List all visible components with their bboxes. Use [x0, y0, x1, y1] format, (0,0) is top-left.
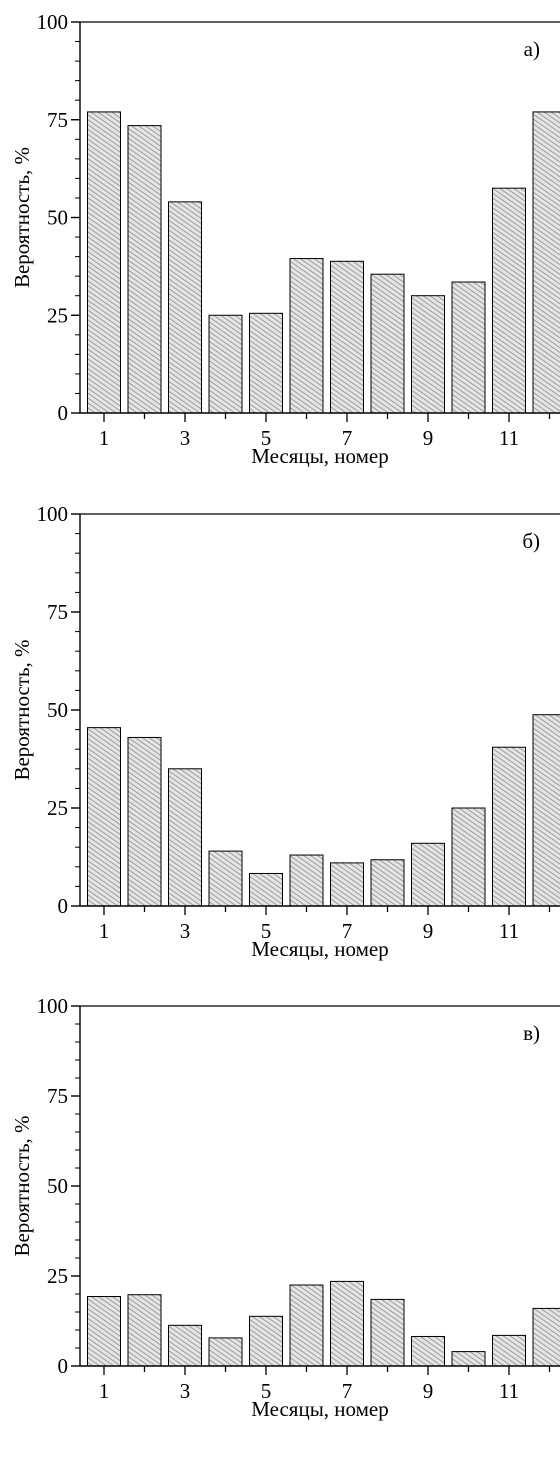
x-tick-label: 3 [180, 919, 191, 943]
bar-month-2 [127, 1294, 162, 1367]
bar-month-9 [411, 295, 445, 414]
y-axis-title: Вероятность, % [10, 147, 34, 288]
y-tick-label: 25 [47, 796, 68, 820]
bar-month-8 [370, 1298, 405, 1367]
y-tick-label: 50 [47, 698, 68, 722]
bar-month-8 [370, 273, 405, 414]
bar-month-5 [249, 872, 283, 907]
y-tick-label: 75 [47, 1084, 68, 1108]
chart-panel-b: 0 25 50 75 100 1 3 5 7 9 11 Месяцы, номер Вероятност… [0, 492, 560, 979]
y-axis-title: Вероятность, % [10, 639, 34, 780]
bar-month-11 [492, 1334, 526, 1367]
y-tick-label: 100 [37, 994, 69, 1018]
bar-month-7 [330, 260, 364, 414]
bar-month-9 [411, 842, 445, 907]
x-tick-label: 1 [99, 1379, 110, 1403]
x-axis-title: Месяцы, номер [251, 937, 389, 961]
x-tick-label: 11 [499, 1379, 519, 1403]
bar-month-3 [168, 201, 202, 414]
x-tick-label: 9 [423, 426, 434, 450]
x-tick-label: 5 [261, 1379, 272, 1403]
bar-month-5 [249, 1315, 283, 1367]
bar-month-2 [127, 736, 162, 907]
bar-month-12 [532, 111, 560, 414]
y-tick-label: 50 [47, 1174, 68, 1198]
bar-month-11 [492, 746, 526, 907]
chart-svg-a: 0 25 50 75 100 1 3 5 7 9 11 Месяцы, номер Вероятност… [10, 10, 560, 468]
bar-month-11 [492, 187, 526, 414]
bar-month-4 [208, 314, 243, 414]
x-tick-label: 9 [423, 919, 434, 943]
bar-month-12 [532, 714, 560, 907]
x-tick-label: 7 [342, 1379, 353, 1403]
y-tick-label: 0 [58, 401, 69, 425]
chart-panel-a: 0 25 50 75 100 1 3 5 7 9 11 Месяцы, номер Вероятност… [0, 0, 560, 487]
bar-month-6 [289, 854, 324, 907]
x-tick-label: 11 [499, 426, 519, 450]
x-tick-label: 1 [99, 426, 110, 450]
x-tick-label: 3 [180, 426, 191, 450]
bar-month-12 [532, 1307, 560, 1367]
bar-month-3 [168, 1324, 202, 1367]
x-tick-label: 7 [342, 426, 353, 450]
y-axis-title: Вероятность, % [10, 1115, 34, 1256]
bar-month-4 [208, 850, 243, 907]
x-tick-label: 5 [261, 919, 272, 943]
y-tick-label: 75 [47, 108, 68, 132]
bar-month-5 [249, 312, 283, 414]
bar-month-7 [330, 1280, 364, 1367]
y-tick-label: 100 [37, 10, 69, 34]
bar-month-1 [87, 727, 121, 907]
y-tick-label: 25 [47, 1264, 68, 1288]
bar-month-10 [451, 281, 486, 414]
y-tick-label: 25 [47, 303, 68, 327]
y-tick-label: 0 [58, 1354, 69, 1378]
bar-month-1 [87, 1296, 121, 1367]
bar-month-6 [289, 1284, 324, 1367]
x-tick-label: 11 [499, 919, 519, 943]
panel-label: в) [523, 1021, 540, 1045]
x-axis-title: Месяцы, номер [251, 444, 389, 468]
x-axis-title: Месяцы, номер [251, 1397, 389, 1421]
bar-month-6 [289, 258, 324, 414]
chart-svg-b: 0 25 50 75 100 1 3 5 7 9 11 Месяцы, номер Вероятност… [10, 502, 560, 961]
y-tick-label: 0 [58, 894, 69, 918]
y-tick-label: 100 [37, 502, 69, 526]
bar-month-7 [330, 862, 364, 907]
bar-month-10 [451, 807, 486, 907]
x-tick-label: 3 [180, 1379, 191, 1403]
chart-svg-c: 0 25 50 75 100 1 3 5 7 9 11 Месяцы, номер Вероятност… [10, 994, 560, 1421]
x-tick-label: 9 [423, 1379, 434, 1403]
y-tick-label: 75 [47, 600, 68, 624]
bar-month-2 [127, 125, 162, 414]
x-tick-label: 7 [342, 919, 353, 943]
x-tick-label: 5 [261, 426, 272, 450]
panel-label: б) [522, 529, 540, 553]
bar-month-9 [411, 1335, 445, 1367]
bar-month-3 [168, 768, 202, 907]
chart-panel-c: 0 25 50 75 100 1 3 5 7 9 11 Месяцы, номер Вероятност… [0, 984, 560, 1459]
y-tick-label: 50 [47, 206, 68, 230]
bar-month-1 [87, 111, 121, 414]
bar-month-4 [208, 1337, 243, 1367]
bar-month-10 [451, 1351, 486, 1367]
bar-month-8 [370, 859, 405, 907]
panel-label: а) [524, 37, 540, 61]
x-tick-label: 1 [99, 919, 110, 943]
